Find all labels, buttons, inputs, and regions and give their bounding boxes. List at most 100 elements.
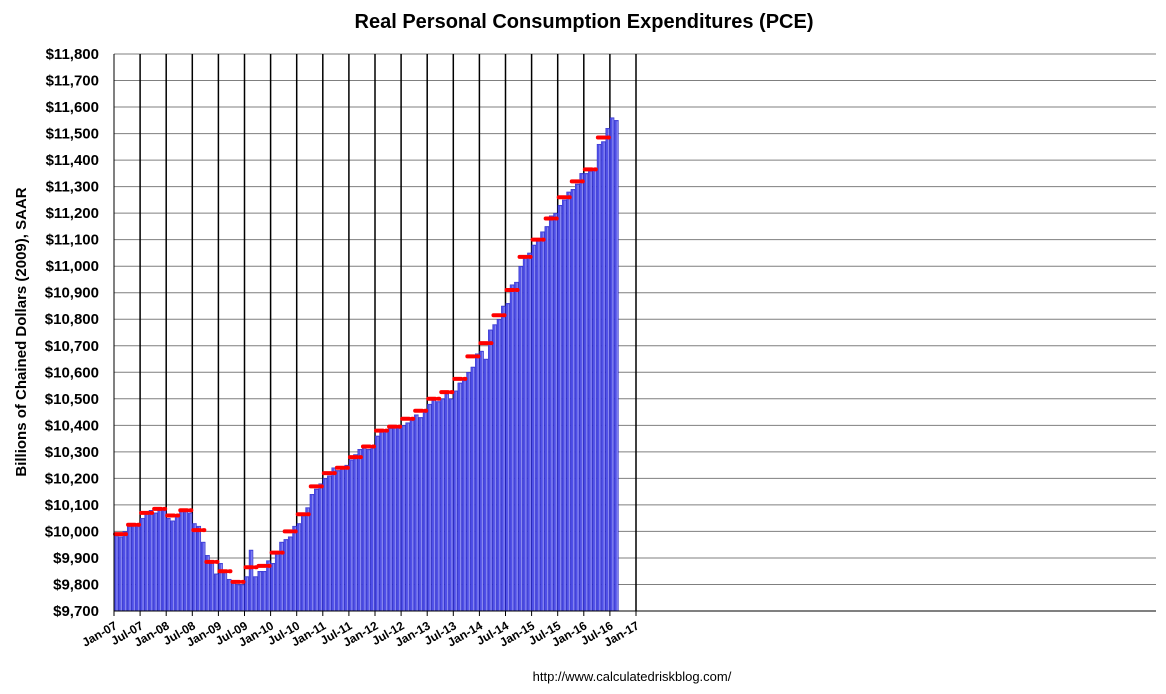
bar [353,454,358,612]
bar-highlight [225,572,227,611]
bar [305,507,310,612]
bar-highlight [416,415,418,611]
bar-highlight [155,513,157,611]
bar-highlight [203,543,205,611]
bar-highlight [272,564,275,611]
bar-highlight [251,550,253,611]
bar-highlight [294,527,296,611]
bar-highlight [412,421,414,611]
y-tick-label: $11,500 [46,126,99,143]
bar-highlight [486,360,488,611]
bar-highlight [386,431,388,611]
plot-background [114,54,1156,611]
bar-highlight [429,405,431,611]
y-tick-label: $9,800 [53,576,99,593]
y-tick-label: $10,900 [45,285,99,302]
y-tick-label: $11,100 [46,232,99,249]
y-tick-label: $11,200 [46,205,99,222]
bar-highlight [446,394,449,611]
bar-highlight [185,511,188,611]
bar-highlight [120,537,122,611]
bar-highlight [181,511,183,611]
bar-highlight [612,118,614,612]
bar [461,380,467,612]
bar-highlight [533,245,536,611]
bar-highlight [564,200,566,611]
bar [396,427,402,612]
bar-highlight [238,585,240,611]
y-tick-label: $10,600 [45,364,99,381]
y-tick-label: $10,400 [45,417,99,434]
bar-highlight [425,413,427,611]
bar-highlight [116,536,118,611]
y-tick-label: $11,600 [46,99,99,116]
bar-highlight [281,543,283,611]
y-tick-label: $11,800 [46,46,99,63]
bar [535,239,541,612]
bar-highlight [346,466,349,611]
bar [309,494,315,612]
bar-highlight [325,479,327,611]
bar-highlight [151,511,153,611]
bar [418,417,423,612]
bar-highlight [473,367,475,611]
bar [348,459,354,612]
bar [479,350,484,612]
bar [118,536,123,612]
bar-highlight [586,174,588,611]
bar-highlight [455,391,457,611]
bar [392,425,397,612]
bar-highlight [259,572,262,611]
bar [579,173,584,612]
bar-highlight [538,240,540,611]
bar-highlight [542,232,544,611]
bar [601,141,606,612]
bar-highlight [368,450,370,611]
bar-highlight [125,532,127,611]
bar-highlight [359,450,362,611]
bar [414,414,419,612]
bar-highlight [420,418,423,611]
bar-highlight [168,519,170,611]
y-tick-label: $10,800 [45,311,99,328]
bar-highlight [212,561,214,611]
bar [374,435,380,612]
bar-highlight [481,352,483,611]
bar-highlight [490,330,492,611]
bar-highlight [207,556,209,611]
bar-highlight [477,354,479,611]
bar-highlight [468,373,470,611]
bar-highlight [133,524,135,611]
bar-highlight [303,516,305,611]
bar-highlight [142,519,144,611]
bar-highlight [355,455,357,611]
bar-highlight [507,304,510,611]
bar-highlight [290,537,292,611]
plot-area [114,54,1156,611]
bar-highlight [381,431,383,611]
bar-highlight [394,426,396,611]
chart-title: Real Personal Consumption Expenditures (… [355,11,814,33]
bar [440,398,445,612]
bar-highlight [246,577,249,611]
bar-highlight [220,564,222,611]
bar-highlight [299,524,301,611]
bar [505,303,510,612]
y-tick-label: $10,300 [45,444,99,461]
bar-series [113,117,619,612]
y-tick-label: $11,000 [46,258,99,275]
bar [327,475,332,612]
bar [557,204,563,612]
y-tick-label: $10,200 [45,470,99,487]
y-tick-label: $10,500 [45,391,99,408]
bar [483,358,489,612]
y-tick-label: $10,000 [45,523,99,540]
bar-highlight [316,489,318,611]
bar-highlight [407,423,410,611]
y-tick-label: $11,300 [46,179,99,196]
y-tick-label: $11,400 [46,152,99,169]
y-tick-label: $10,700 [45,338,99,355]
bar [266,560,271,612]
bar-highlight [442,399,444,611]
